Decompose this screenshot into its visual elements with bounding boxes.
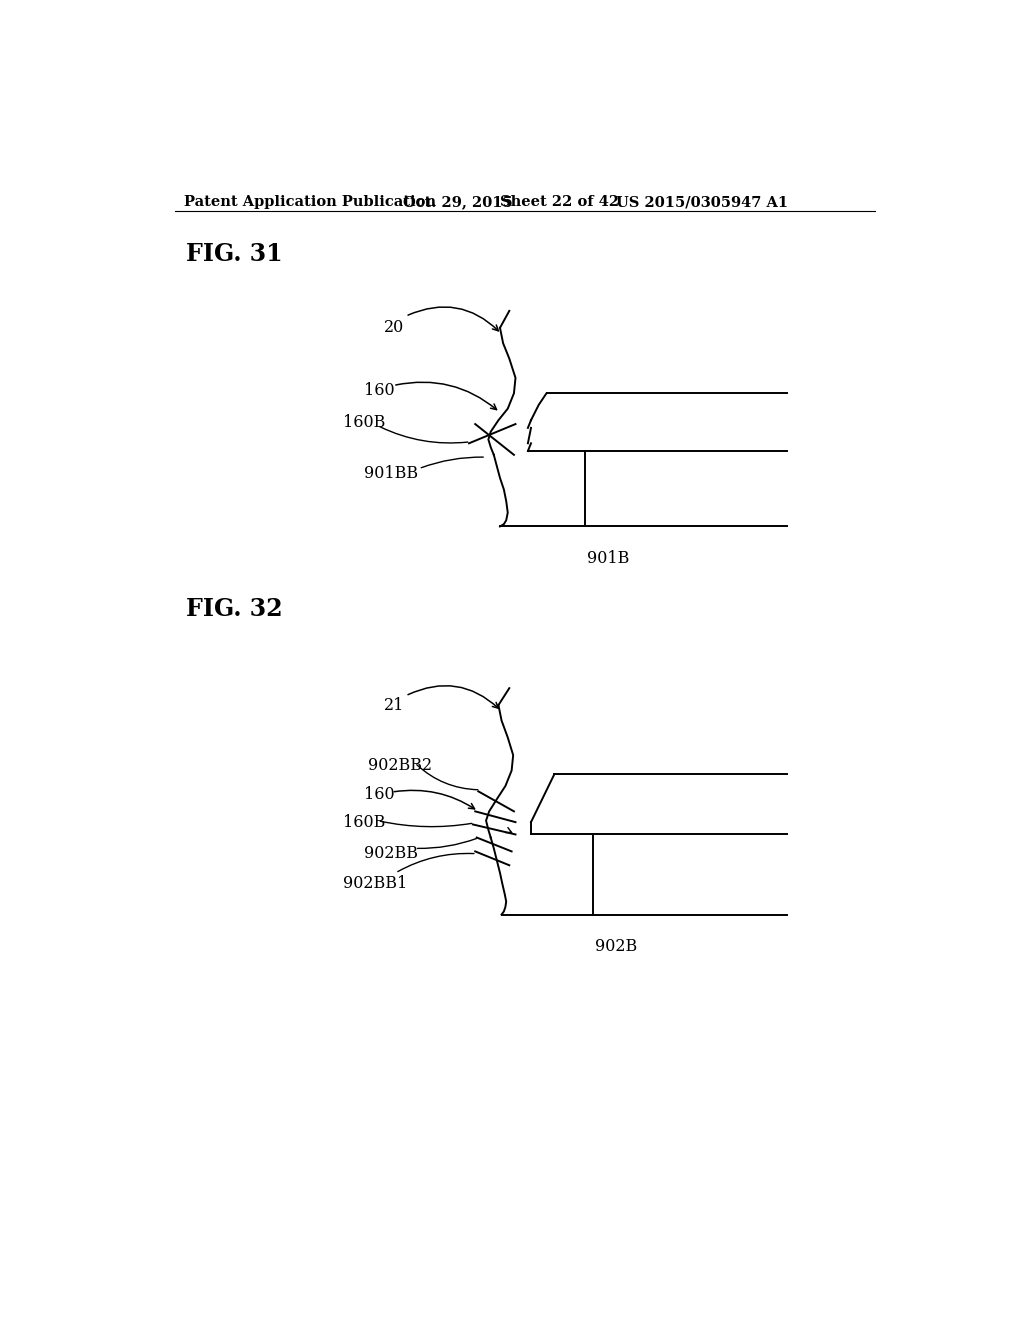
Text: 902BB2: 902BB2	[369, 758, 432, 775]
Text: Sheet 22 of 42: Sheet 22 of 42	[500, 195, 620, 210]
Text: US 2015/0305947 A1: US 2015/0305947 A1	[616, 195, 788, 210]
Text: FIG. 31: FIG. 31	[186, 242, 283, 265]
Text: 902BB: 902BB	[365, 845, 419, 862]
Text: 20: 20	[384, 318, 404, 335]
Text: Patent Application Publication: Patent Application Publication	[183, 195, 436, 210]
Text: 902BB1: 902BB1	[343, 875, 408, 891]
Text: 160B: 160B	[343, 414, 386, 432]
Text: Oct. 29, 2015: Oct. 29, 2015	[403, 195, 513, 210]
Text: 901B: 901B	[588, 549, 630, 566]
Text: 160: 160	[365, 785, 395, 803]
Text: 21: 21	[384, 697, 404, 714]
Text: 160: 160	[365, 381, 395, 399]
Text: 901BB: 901BB	[365, 465, 419, 482]
Text: FIG. 32: FIG. 32	[186, 598, 283, 622]
Text: 160B: 160B	[343, 814, 386, 832]
Text: 902B: 902B	[595, 937, 637, 954]
